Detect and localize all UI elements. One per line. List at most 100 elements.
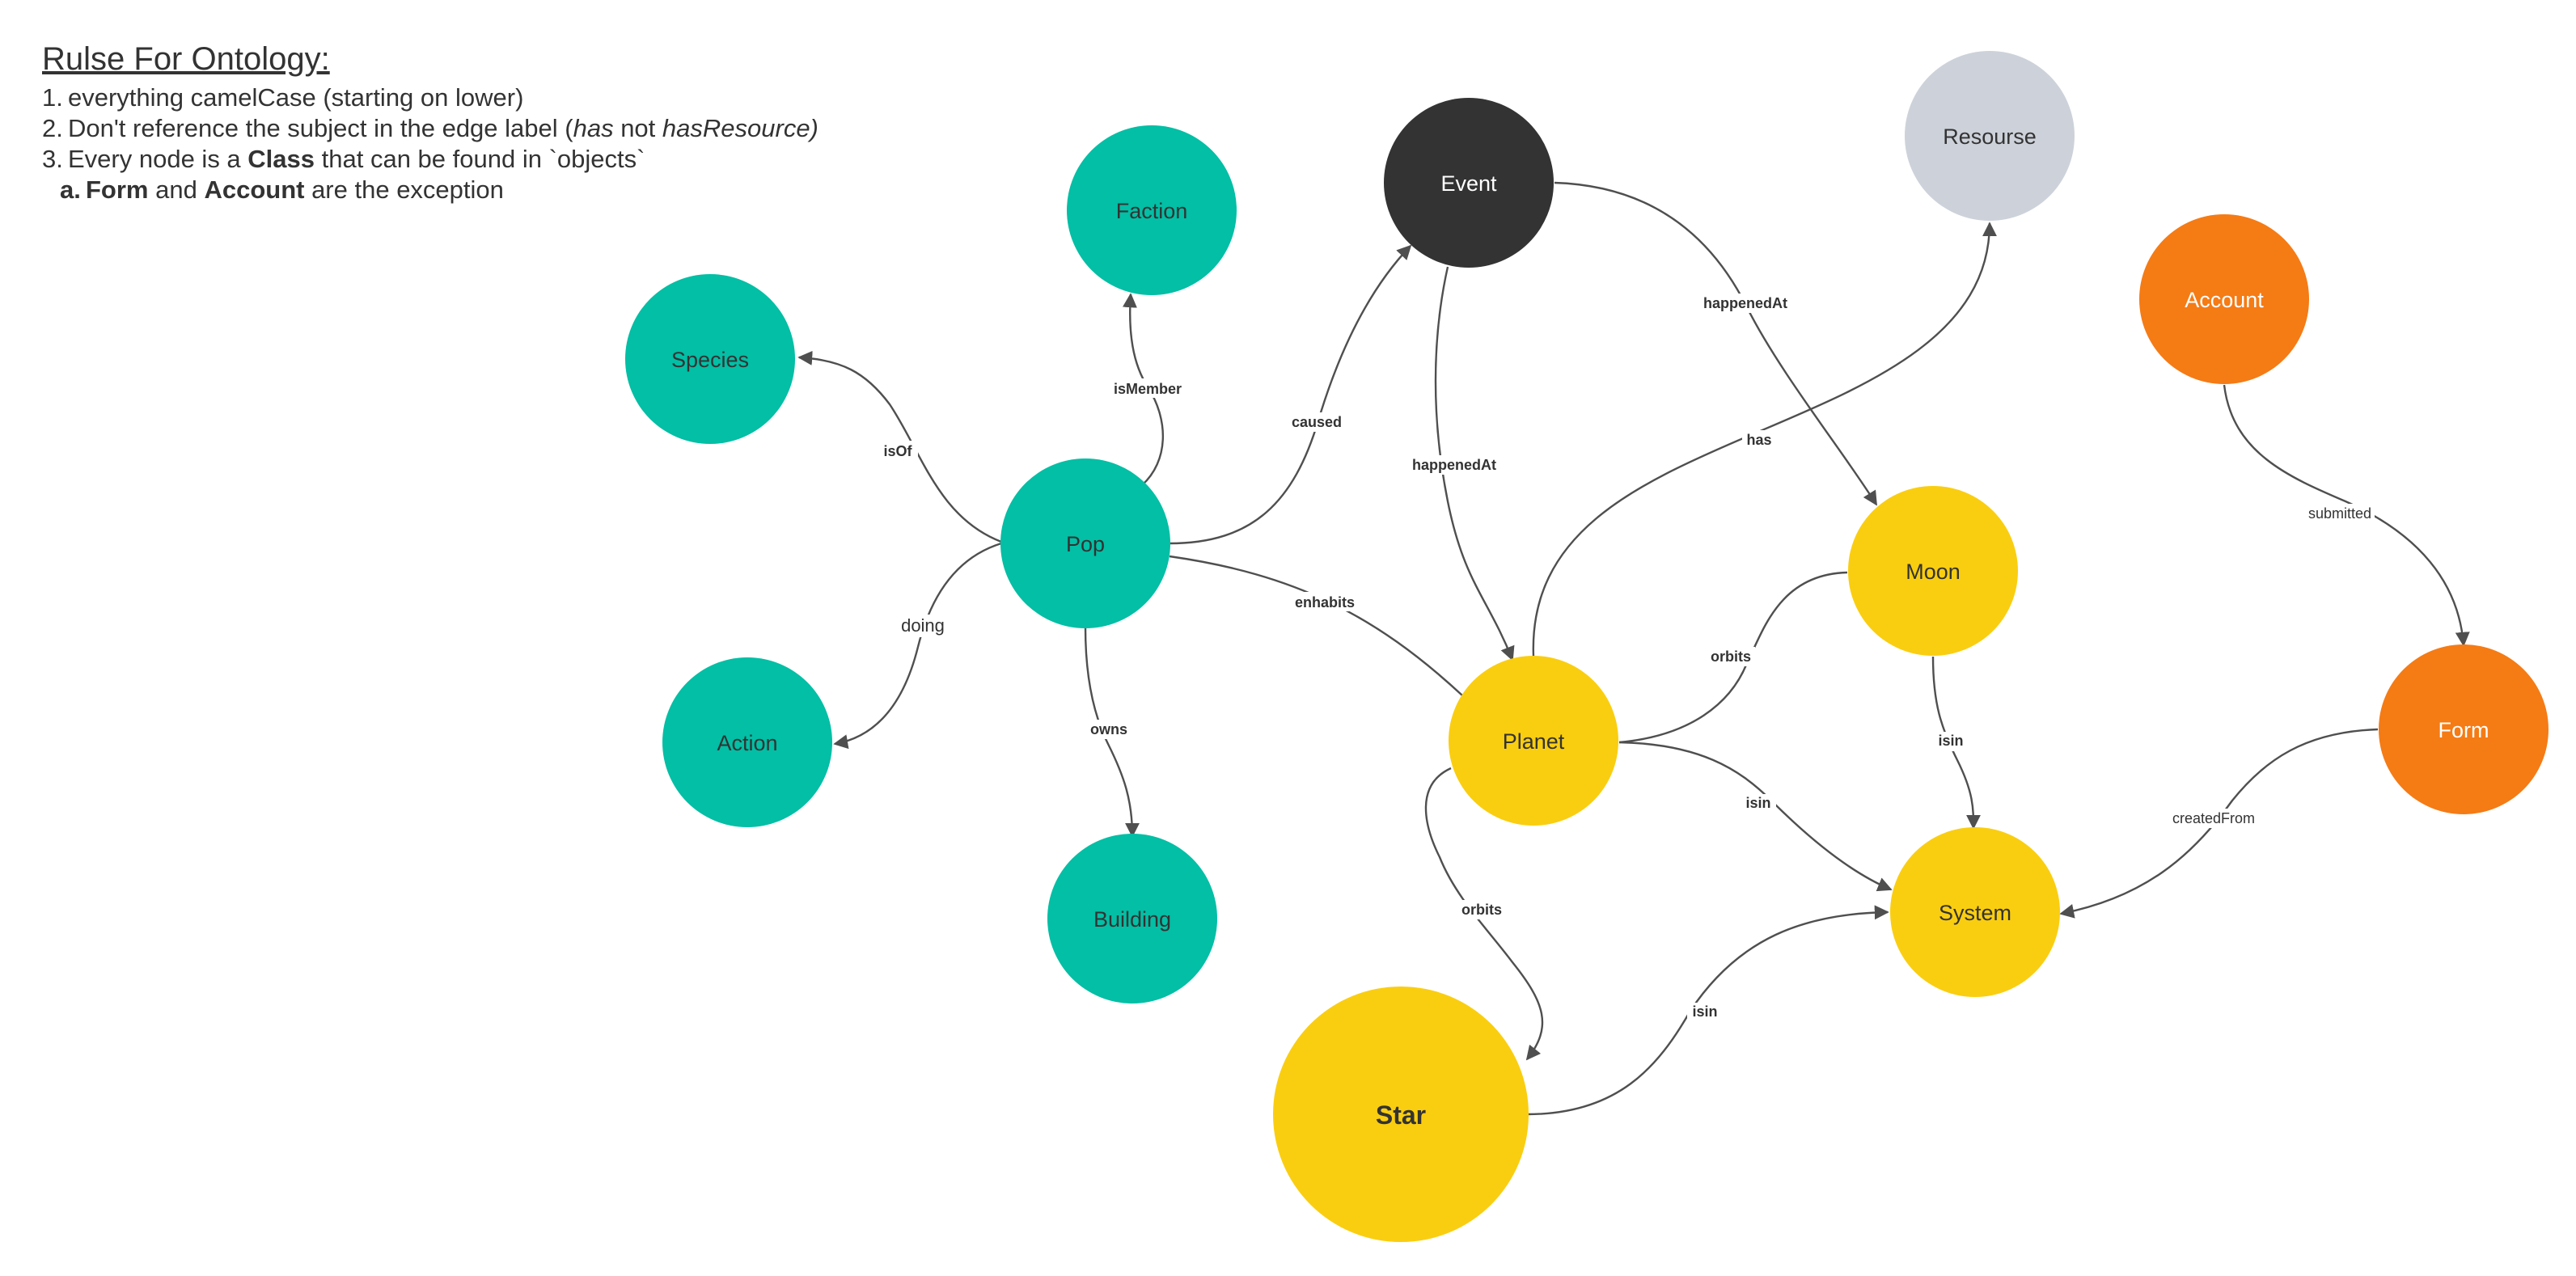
- edge-account-form: [2223, 384, 2470, 647]
- rule-strong: Class: [247, 145, 315, 173]
- node-label: Faction: [1116, 199, 1188, 223]
- rule-3: 3. Every node is a Class that can be foun…: [42, 144, 818, 175]
- node-building[interactable]: Building: [1047, 834, 1217, 1003]
- edge-label-text: submitted: [2308, 505, 2371, 522]
- node-resourse[interactable]: Resourse: [1905, 51, 2075, 221]
- edge-label-text: enhabits: [1295, 594, 1355, 611]
- node-label: Event: [1440, 171, 1497, 196]
- node-label: System: [1939, 901, 2011, 925]
- rule-text: that can be found in `objects`: [315, 145, 645, 173]
- edge-label-text: isOf: [883, 443, 912, 459]
- node-species[interactable]: Species: [625, 274, 795, 444]
- edge-label-has: has: [1742, 430, 1776, 450]
- edge-label-happenedat-moon: happenedAt: [1698, 294, 1792, 313]
- edge-pop-action: [833, 542, 1002, 750]
- edge-form-system: [2059, 728, 2379, 919]
- node-label: Form: [2439, 718, 2489, 742]
- edge-labels: isOf isMember caused doing owns enhabits…: [878, 294, 2375, 1022]
- nodes: Faction Species Pop Action Building Even…: [625, 51, 2549, 1242]
- edge-label-text: isin: [1938, 733, 1963, 749]
- node-label: Species: [671, 348, 749, 372]
- node-label: Star: [1376, 1101, 1426, 1130]
- node-label: Moon: [1906, 560, 1961, 584]
- node-planet[interactable]: Planet: [1449, 656, 1618, 826]
- rule-number: 2.: [42, 114, 63, 142]
- node-circle: [1848, 486, 2018, 656]
- edge-pop-planet: [1169, 555, 1463, 696]
- node-circle: [1890, 827, 2060, 997]
- node-circle: [1000, 458, 1170, 628]
- edge-label-happenedat-planet: happenedAt: [1407, 455, 1501, 475]
- node-circle: [1273, 987, 1529, 1242]
- edge-label-text: happenedAt: [1412, 457, 1496, 473]
- rule-1: 1. everything camelCase (starting on lowe…: [42, 82, 818, 113]
- ontology-rules: Rulse For Ontology: 1. everything camelCa…: [42, 37, 818, 205]
- node-circle: [1067, 125, 1237, 295]
- node-account[interactable]: Account: [2139, 214, 2309, 384]
- rule-strong: Form: [86, 175, 149, 204]
- edge-event-moon: [1554, 181, 1878, 506]
- node-faction[interactable]: Faction: [1067, 125, 1237, 295]
- edge-label-owns: owns: [1089, 720, 1129, 739]
- edge-label-text: doing: [901, 615, 945, 636]
- edge-label-createdfrom: createdFrom: [2171, 809, 2257, 828]
- edge-label-text: has: [1746, 432, 1771, 448]
- rule-text: not: [613, 114, 662, 142]
- node-label: Pop: [1066, 532, 1105, 556]
- node-circle: [2139, 214, 2309, 384]
- node-label: Planet: [1503, 729, 1565, 754]
- node-event[interactable]: Event: [1384, 98, 1554, 268]
- edge-label-orbits-star: orbits: [1457, 900, 1506, 919]
- edge-label-text: orbits: [1711, 649, 1751, 665]
- node-circle: [1047, 834, 1217, 1003]
- edge-label-doing: doing: [898, 615, 948, 637]
- node-action[interactable]: Action: [662, 657, 832, 827]
- edge-label-submitted: submitted: [2305, 504, 2375, 523]
- edge-label-text: createdFrom: [2172, 810, 2255, 826]
- edge-label-caused: caused: [1288, 412, 1346, 432]
- edge-label-orbits-moon: orbits: [1707, 647, 1755, 666]
- node-star[interactable]: Star: [1273, 987, 1529, 1242]
- rule-3a: a. Form and Account are the exception: [42, 175, 818, 205]
- node-circle: [1449, 656, 1618, 826]
- rule-text: are the exception: [304, 175, 504, 204]
- edge-event-planet: [1434, 266, 1515, 661]
- edge-label-text: orbits: [1461, 902, 1502, 918]
- edge-label-isin-planet: isin: [1741, 794, 1776, 813]
- rule-strong: Account: [204, 175, 305, 204]
- edge-label-text: owns: [1090, 721, 1127, 737]
- node-system[interactable]: System: [1890, 827, 2060, 997]
- node-label: Account: [2185, 288, 2264, 312]
- rule-number: 1.: [42, 83, 63, 112]
- node-moon[interactable]: Moon: [1848, 486, 2018, 656]
- rule-number: 3.: [42, 145, 63, 173]
- edge-pop-event: [1169, 244, 1412, 545]
- rule-2: 2. Don't reference the subject in the edg…: [42, 113, 818, 144]
- node-pop[interactable]: Pop: [1000, 458, 1170, 628]
- rule-text: Don't reference the subject in the edge …: [68, 114, 573, 142]
- edge-planet-system: [1618, 741, 1893, 892]
- node-circle: [1905, 51, 2075, 221]
- edge-label-text: happenedAt: [1703, 295, 1787, 311]
- node-label: Action: [717, 731, 777, 755]
- rule-emphasis: hasResource): [662, 114, 818, 142]
- rule-text: everything camelCase (starting on lower): [68, 83, 524, 112]
- edge-label-isin-star: isin: [1687, 1003, 1723, 1022]
- edge-label-text: isin: [1745, 795, 1770, 811]
- node-circle: [662, 657, 832, 827]
- edge-label-isin-moon: isin: [1933, 732, 1969, 751]
- rule-emphasis: has: [573, 114, 614, 142]
- node-label: Resourse: [1943, 125, 2037, 149]
- edge-pop-species: [797, 350, 1002, 543]
- node-label: Building: [1093, 907, 1171, 932]
- edge-label-text: isin: [1692, 1003, 1717, 1020]
- rule-text: Every node is a: [68, 145, 248, 173]
- edge-label-text: isMember: [1114, 381, 1182, 397]
- node-form[interactable]: Form: [2379, 644, 2549, 814]
- rules-title: Rulse For Ontology:: [42, 41, 330, 77]
- rule-number: a.: [60, 175, 81, 204]
- node-circle: [2379, 644, 2549, 814]
- edge-label-isof: isOf: [878, 441, 918, 460]
- edge-pop-building: [1084, 627, 1140, 838]
